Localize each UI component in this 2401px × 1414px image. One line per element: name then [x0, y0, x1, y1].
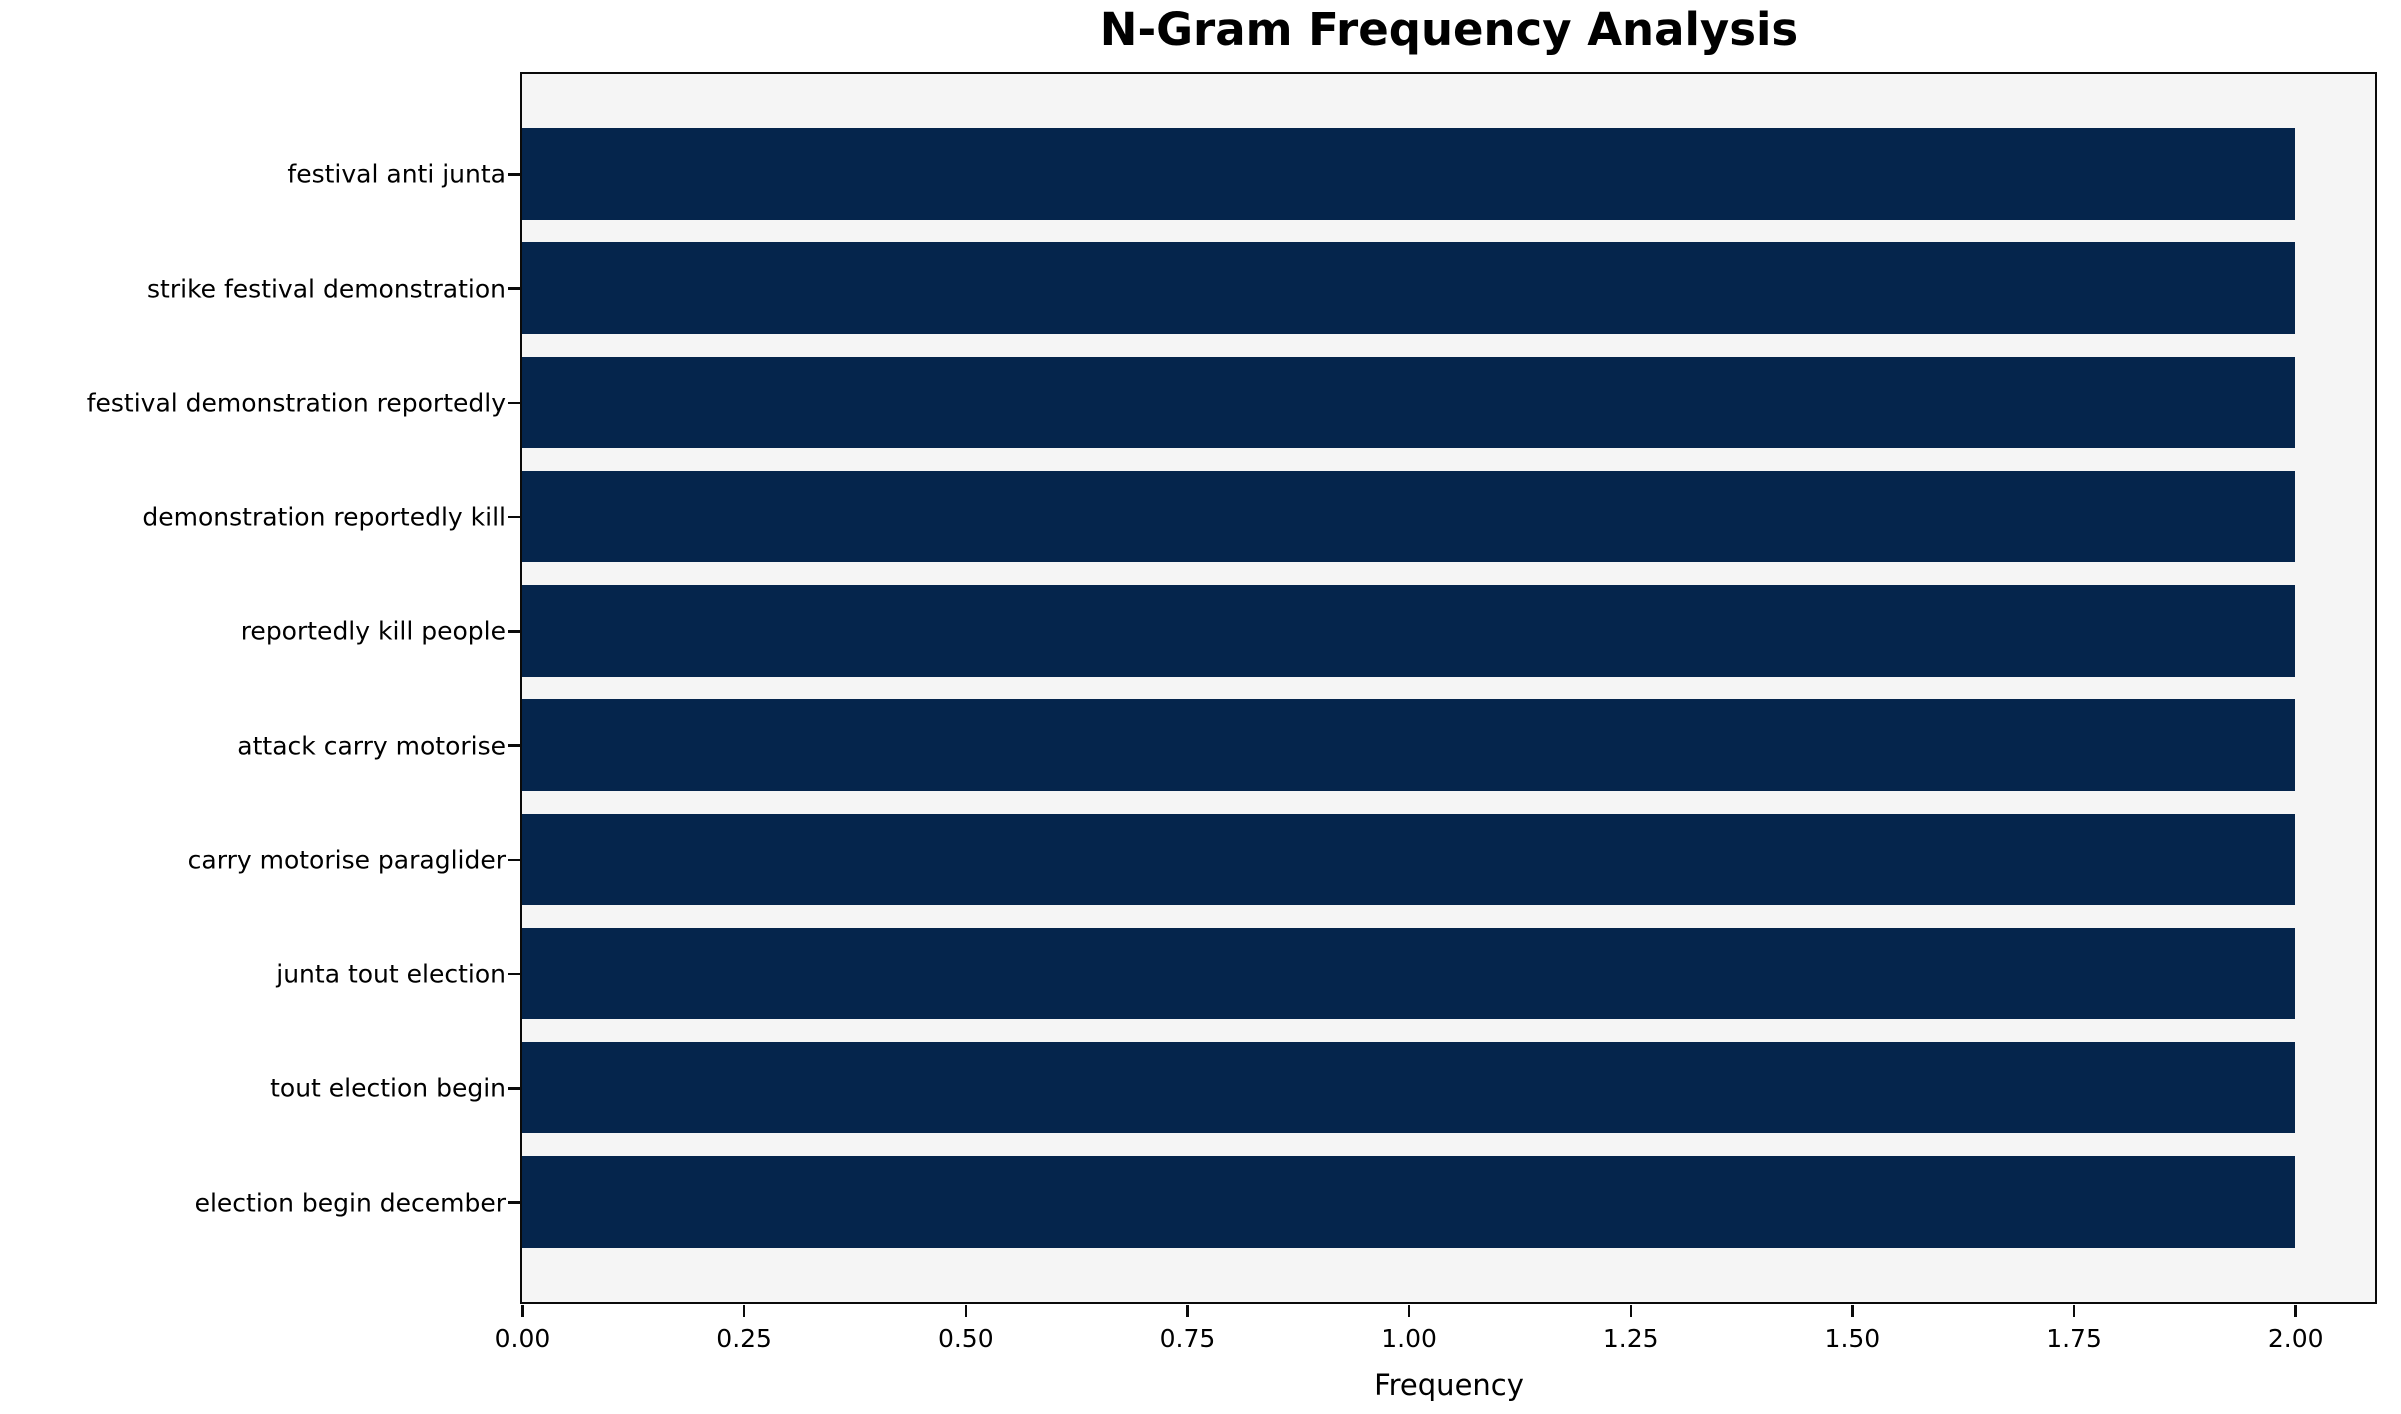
x-tick-label: 1.75: [2046, 1324, 2102, 1353]
y-tick-mark: [508, 744, 520, 747]
y-tick-label: attack carry motorise: [237, 731, 506, 761]
x-tick-mark: [742, 1305, 746, 1317]
x-tick-mark: [1407, 1305, 1411, 1317]
x-tick-label: 1.50: [1824, 1324, 1881, 1353]
chart-title: N-Gram Frequency Analysis: [1099, 3, 1799, 56]
bar-tout-election-begin: [522, 1042, 2296, 1134]
x-tick-label: 2.00: [2267, 1324, 2324, 1353]
y-tick-mark: [508, 1087, 520, 1090]
bar-festival-demonstration-reportedly: [522, 356, 2296, 449]
bar-festival-anti-junta: [522, 128, 2296, 220]
bar-election-begin-december: [522, 1156, 2296, 1248]
y-tick-label: strike festival demonstration: [147, 274, 506, 304]
bar-reportedly-kill-people: [522, 585, 2296, 677]
x-axis-title: Frequency: [1374, 1368, 1524, 1402]
y-tick-label: festival anti junta: [287, 159, 506, 189]
x-tick-label: 0.25: [716, 1324, 772, 1353]
y-tick-mark: [508, 173, 520, 176]
y-tick-label: festival demonstration reportedly: [86, 388, 506, 418]
bar-attack-carry-motorise: [522, 699, 2296, 791]
x-tick-label: 0.00: [494, 1324, 551, 1353]
x-tick-mark: [964, 1305, 968, 1317]
y-tick-label: reportedly kill people: [240, 616, 506, 646]
y-tick-mark: [508, 1201, 520, 1204]
y-tick-mark: [508, 515, 520, 519]
y-tick-mark: [508, 287, 520, 290]
bar-demonstration-reportedly-kill: [522, 470, 2296, 563]
x-tick-label: 0.75: [1159, 1324, 1216, 1353]
plot-area: [520, 72, 2377, 1304]
x-tick-mark: [1851, 1305, 1854, 1317]
y-tick-label: election begin december: [194, 1188, 506, 1218]
y-tick-mark: [508, 972, 520, 976]
y-tick-label: junta tout election: [276, 959, 506, 989]
bar-carry-motorise-paraglider: [522, 813, 2296, 906]
y-tick-label: demonstration reportedly kill: [142, 502, 506, 532]
x-tick-mark: [2294, 1305, 2297, 1317]
x-tick-mark: [1629, 1305, 1632, 1317]
x-tick-label: 0.50: [937, 1324, 994, 1353]
y-tick-mark: [508, 630, 520, 633]
x-tick-label: 1.00: [1381, 1324, 1437, 1353]
x-tick-mark: [1186, 1305, 1189, 1317]
y-tick-label: tout election begin: [270, 1073, 506, 1103]
y-tick-mark: [508, 401, 520, 405]
y-tick-mark: [508, 858, 520, 862]
bar-junta-tout-election: [522, 927, 2296, 1020]
bar-strike-festival-demonstration: [522, 242, 2296, 334]
y-tick-label: carry motorise paraglider: [187, 845, 506, 875]
x-tick-mark: [521, 1305, 524, 1317]
x-tick-mark: [2072, 1305, 2076, 1317]
x-tick-label: 1.25: [1602, 1324, 1659, 1353]
